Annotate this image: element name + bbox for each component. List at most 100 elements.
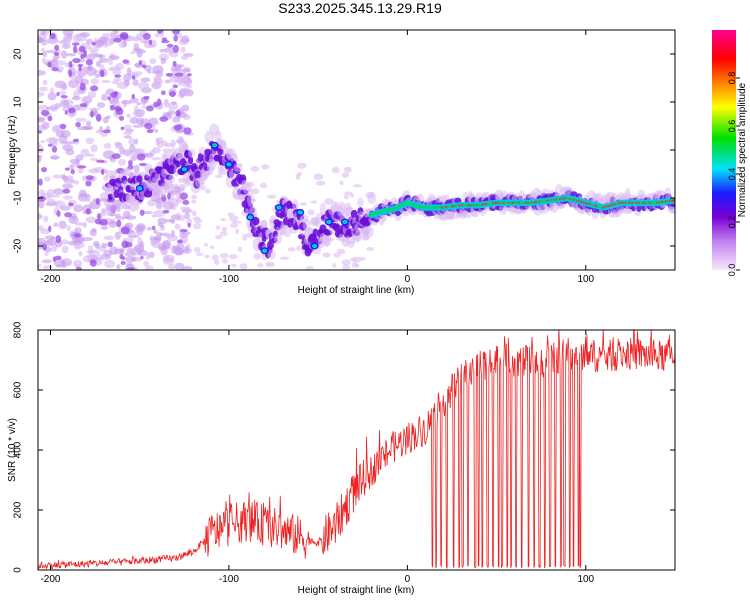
- spectrogram-cell: [61, 245, 69, 254]
- spectrogram-cell: [110, 30, 117, 39]
- spectrogram-cell: [116, 219, 122, 228]
- spectrogram-cell: [324, 234, 332, 247]
- spectrogram-cell: [77, 165, 87, 169]
- colorbar-ticks: 0.0 0.2 0.4 0.6 0.8: [727, 72, 740, 276]
- spectrogram-cell: [122, 59, 130, 64]
- spectrogram-cell: [108, 67, 114, 72]
- spectrogram-cell: [172, 30, 181, 35]
- spectrogram-cell: [266, 194, 277, 199]
- spectrogram-cell: [71, 42, 80, 46]
- spectrogram-cell: [174, 223, 181, 230]
- spectrogram-cell: [146, 226, 153, 231]
- spectrogram-cell: [147, 69, 152, 74]
- y-tick-label: 0: [13, 567, 24, 573]
- spectrogram-cell: [38, 117, 46, 123]
- spectrogram-cell: [156, 232, 163, 237]
- spectrogram-cell: [214, 258, 220, 266]
- spectrogram-cell: [101, 79, 111, 84]
- colorbar-gradient: [712, 30, 736, 270]
- spectrogram-cell: [64, 110, 68, 115]
- spectrogram-cell: [277, 206, 281, 209]
- spectrogram-cell: [38, 104, 49, 111]
- spectrogram-cell: [120, 126, 125, 131]
- colorbar-tick-label: 0.4: [727, 168, 737, 181]
- spectrogram-cell: [121, 256, 126, 261]
- spectrogram-cell: [138, 187, 141, 190]
- spectrogram-cell: [168, 263, 175, 270]
- spectrogram-cell: [178, 38, 189, 46]
- spectrogram-cell: [137, 81, 150, 90]
- spectrogram-cell: [352, 184, 363, 188]
- spectrogram-cell: [42, 265, 53, 270]
- spectrogram-cell: [95, 198, 100, 205]
- spectrogram-cell: [101, 242, 108, 249]
- snr-xlabel: Height of straight line (km): [298, 585, 415, 596]
- spectrogram-cell: [75, 121, 81, 128]
- spectrogram-cell: [38, 213, 43, 220]
- spectrogram-cell: [171, 101, 177, 105]
- spectrogram-cell: [157, 217, 167, 225]
- spectrogram-cell: [93, 53, 103, 58]
- spectrogram-image: [38, 30, 675, 270]
- spectrogram-cell: [52, 188, 65, 195]
- spectrogram-cell: [78, 65, 82, 72]
- spectrogram-cell: [153, 65, 163, 70]
- spectrogram-cell: [88, 46, 100, 53]
- spectrogram-cell: [179, 228, 188, 233]
- spectrogram-cell: [136, 175, 143, 183]
- spectrogram-cell: [180, 187, 185, 192]
- spectrogram-cell: [166, 43, 174, 48]
- spectrogram-cell: [177, 239, 183, 244]
- spectrogram-cell: [38, 37, 47, 43]
- spectrogram-cell: [203, 243, 209, 247]
- spectrogram-cell: [108, 55, 120, 61]
- spectrogram-cell: [221, 258, 229, 264]
- spectrogram-cell: [81, 96, 93, 104]
- spectrogram-cell: [51, 67, 59, 72]
- spectrogram-cell: [73, 179, 79, 185]
- spectrogram-cell: [143, 211, 154, 215]
- spectrogram-cell: [85, 208, 91, 215]
- spectrogram-cell: [48, 137, 60, 144]
- spectrogram-cell: [102, 129, 111, 134]
- spectrogram-cell: [82, 66, 93, 70]
- spectrogram-cell: [210, 245, 215, 249]
- spectrogram-cell: [260, 164, 270, 170]
- spectrogram-cell: [195, 252, 204, 257]
- spectrogram-cell: [140, 77, 151, 83]
- spectrogram-cell: [75, 117, 87, 122]
- spectrogram-cell: [246, 193, 255, 207]
- spectrogram-cell: [85, 216, 97, 223]
- spectrogram-cell: [39, 86, 48, 92]
- spectrogram-cell: [119, 32, 129, 39]
- spectrogram-cell: [237, 246, 243, 252]
- spectrogram-cell: [62, 35, 73, 43]
- spectrogram-cell: [171, 204, 177, 211]
- snr-panel: -200 -100 0 100 0 200 400 600 800 Height of stra…: [7, 321, 676, 596]
- spectrogram-cell: [227, 163, 231, 166]
- spectrogram-cell: [114, 141, 121, 146]
- spectrogram-cell: [38, 130, 43, 134]
- spectrogram-cell: [133, 164, 140, 174]
- spectrogram-cell: [229, 215, 239, 222]
- spectrogram-cell: [164, 218, 176, 223]
- spectrogram-cell: [72, 45, 78, 54]
- spectrogram-cell: [313, 245, 316, 247]
- spectrogram-cell: [122, 40, 127, 48]
- spectrogram-cell: [313, 173, 324, 181]
- spectrogram-cell: [114, 74, 122, 78]
- spectrogram-cell: [54, 255, 62, 260]
- spectrogram-cell: [97, 213, 101, 220]
- spectrogram-cell: [68, 164, 75, 170]
- spectrogram-cell: [61, 173, 67, 180]
- spectrogram-cell: [279, 256, 290, 261]
- spectrogram-cell: [173, 186, 180, 193]
- spectrogram-cell: [58, 220, 67, 230]
- spectrogram-cell: [53, 51, 60, 56]
- spectrogram-cell: [41, 259, 52, 264]
- spectrogram-cell: [85, 59, 94, 66]
- x-tick-label: 0: [405, 574, 411, 585]
- spectrogram-cell: [38, 70, 46, 76]
- spectrogram-cell: [167, 192, 171, 200]
